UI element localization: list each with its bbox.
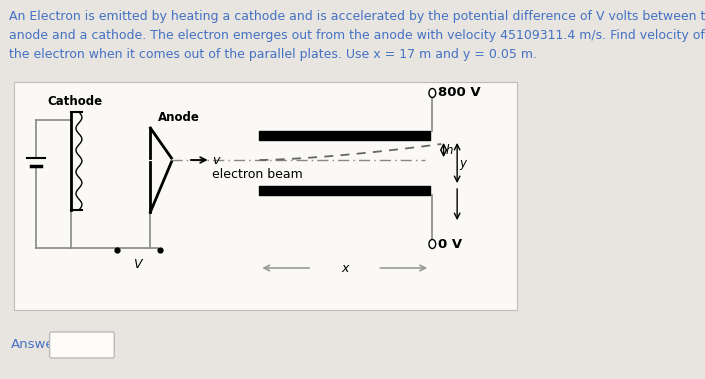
Text: h: h [446,144,453,157]
Text: 0 V: 0 V [439,238,462,251]
Text: Cathode: Cathode [48,95,103,108]
FancyBboxPatch shape [13,82,517,310]
Text: Answer:: Answer: [11,338,63,351]
Circle shape [429,240,436,249]
Text: 800 V: 800 V [439,86,481,100]
FancyBboxPatch shape [49,332,114,358]
Text: Anode: Anode [158,111,200,124]
Text: electron beam: electron beam [212,168,302,181]
Text: y: y [460,157,467,169]
Text: v: v [212,153,219,166]
Text: V: V [133,258,142,271]
Text: An Electron is emitted by heating a cathode and is accelerated by the potential : An Electron is emitted by heating a cath… [9,10,705,61]
Circle shape [429,89,436,97]
Text: x: x [341,262,348,274]
